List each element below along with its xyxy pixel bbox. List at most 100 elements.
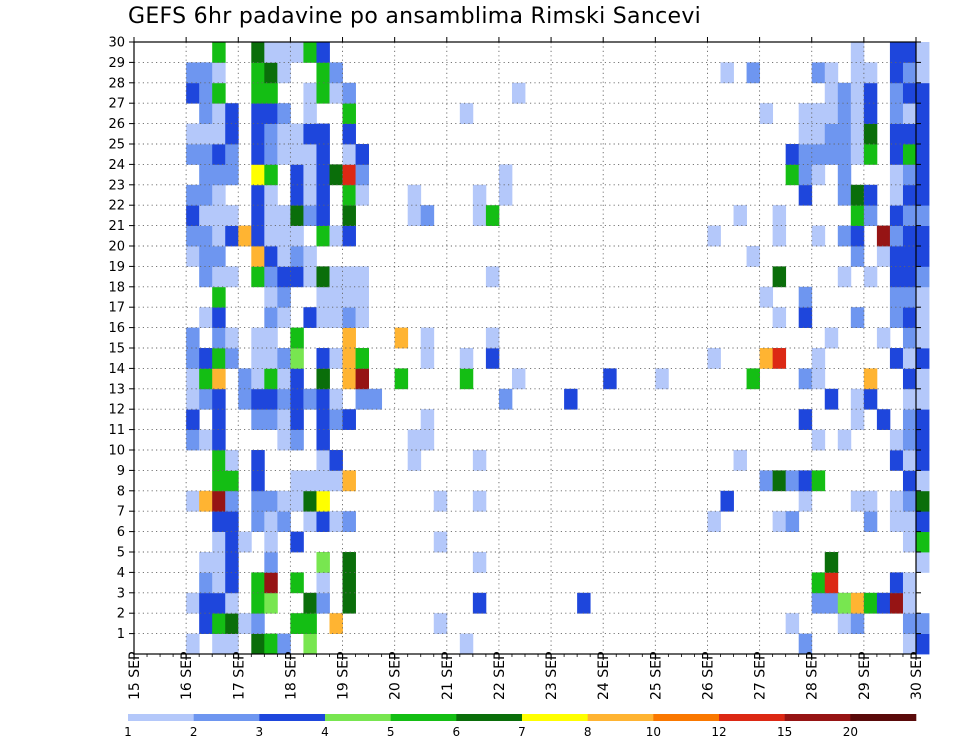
heatmap-cell — [251, 205, 265, 226]
heatmap-cell — [798, 409, 813, 430]
heatmap-cell — [329, 266, 343, 288]
heatmap-cell — [902, 592, 917, 614]
heatmap-cell — [876, 592, 891, 614]
x-tick-label: 22 SEP — [492, 652, 508, 700]
heatmap-cell — [329, 286, 343, 308]
heatmap-cell — [889, 286, 904, 308]
y-tick-label: 3 — [117, 586, 125, 601]
heatmap-cell — [186, 490, 200, 512]
heatmap-cell — [824, 592, 839, 614]
heatmap-cell — [199, 164, 213, 186]
heatmap-cell — [811, 144, 826, 165]
heatmap-cell — [329, 450, 343, 471]
heatmap-cell — [199, 266, 213, 288]
y-tick-label: 15 — [108, 342, 125, 357]
heatmap-cell — [420, 327, 435, 349]
heatmap-cell — [902, 205, 917, 226]
heatmap-cell — [837, 123, 852, 145]
heatmap-cell — [485, 205, 500, 226]
y-tick-label: 27 — [108, 97, 125, 112]
heatmap-cell — [199, 613, 213, 634]
heatmap-cell — [863, 266, 878, 288]
heatmap-cell — [889, 42, 904, 63]
heatmap-cell — [303, 388, 317, 410]
heatmap-cell — [199, 572, 213, 594]
heatmap-cell — [303, 205, 317, 226]
heatmap-cell — [916, 205, 930, 226]
heatmap-cell — [342, 552, 356, 573]
heatmap-cell — [342, 409, 356, 430]
heatmap-cell — [251, 572, 265, 594]
heatmap-cell — [303, 42, 317, 63]
legend-label: 1 — [124, 725, 132, 739]
heatmap-cell — [759, 348, 774, 369]
heatmap-cell — [277, 205, 291, 226]
heatmap-cell — [264, 531, 278, 553]
heatmap-cell — [355, 266, 369, 288]
heatmap-cell — [772, 205, 787, 226]
heatmap-cell — [746, 62, 760, 84]
y-tick-label: 14 — [108, 362, 125, 377]
heatmap-cell — [251, 470, 265, 492]
x-tick-label: 26 SEP — [700, 652, 716, 700]
heatmap-cell — [902, 633, 917, 655]
heatmap-cell — [277, 307, 291, 328]
x-tick-label: 19 SEP — [336, 652, 352, 700]
heatmap-cell — [902, 348, 917, 369]
heatmap-cell — [772, 470, 787, 492]
heatmap-cell — [342, 82, 356, 104]
heatmap-cell — [916, 348, 930, 369]
heatmap-cell — [342, 307, 356, 328]
heatmap-cell — [902, 266, 917, 288]
heatmap-cell — [916, 266, 930, 288]
y-tick-label: 26 — [108, 117, 125, 132]
heatmap-cell — [290, 327, 304, 349]
heatmap-cell — [212, 62, 226, 84]
heatmap-cell — [746, 246, 760, 267]
heatmap-cell — [329, 470, 343, 492]
heatmap-cell — [264, 184, 278, 206]
heatmap-cell — [472, 450, 487, 471]
heatmap-cell — [264, 572, 278, 594]
heatmap-cell — [225, 144, 239, 165]
heatmap-cell — [850, 409, 865, 430]
heatmap-cell — [212, 144, 226, 165]
heatmap-cell — [225, 327, 239, 349]
heatmap-cell — [303, 246, 317, 267]
heatmap-cell — [290, 348, 304, 369]
heatmap-cell — [277, 490, 291, 512]
heatmap-cell — [837, 613, 852, 634]
y-tick-label: 22 — [108, 199, 125, 214]
heatmap-cell — [316, 429, 330, 451]
heatmap-cell — [889, 307, 904, 328]
x-tick-label: 27 SEP — [753, 652, 769, 700]
heatmap-cell — [798, 103, 813, 124]
heatmap-cell — [264, 82, 278, 104]
heatmap-cell — [811, 225, 826, 247]
heatmap-cell — [212, 327, 226, 349]
heatmap-cell — [916, 62, 930, 84]
heatmap-cell — [212, 205, 226, 226]
y-tick-label: 18 — [108, 280, 125, 295]
heatmap-cell — [238, 613, 252, 634]
heatmap-cell — [290, 42, 304, 63]
heatmap-cell — [902, 42, 917, 63]
heatmap-cell — [707, 348, 721, 369]
heatmap-cell — [889, 205, 904, 226]
heatmap-cell — [264, 409, 278, 430]
heatmap-cell — [251, 633, 265, 655]
heatmap-cell — [355, 368, 369, 390]
heatmap-cell — [824, 327, 839, 349]
heatmap-cell — [212, 246, 226, 267]
y-tick-label: 25 — [108, 138, 125, 153]
heatmap-cell — [329, 409, 343, 430]
heatmap-cell — [511, 368, 526, 390]
y-tick-label: 19 — [108, 260, 125, 275]
heatmap-cell — [251, 613, 265, 634]
heatmap-cell — [837, 184, 852, 206]
heatmap-cell — [407, 450, 422, 471]
legend-label: 12 — [711, 725, 726, 739]
heatmap-cell — [355, 184, 369, 206]
heatmap-cell — [251, 348, 265, 369]
heatmap-cell — [655, 368, 669, 390]
